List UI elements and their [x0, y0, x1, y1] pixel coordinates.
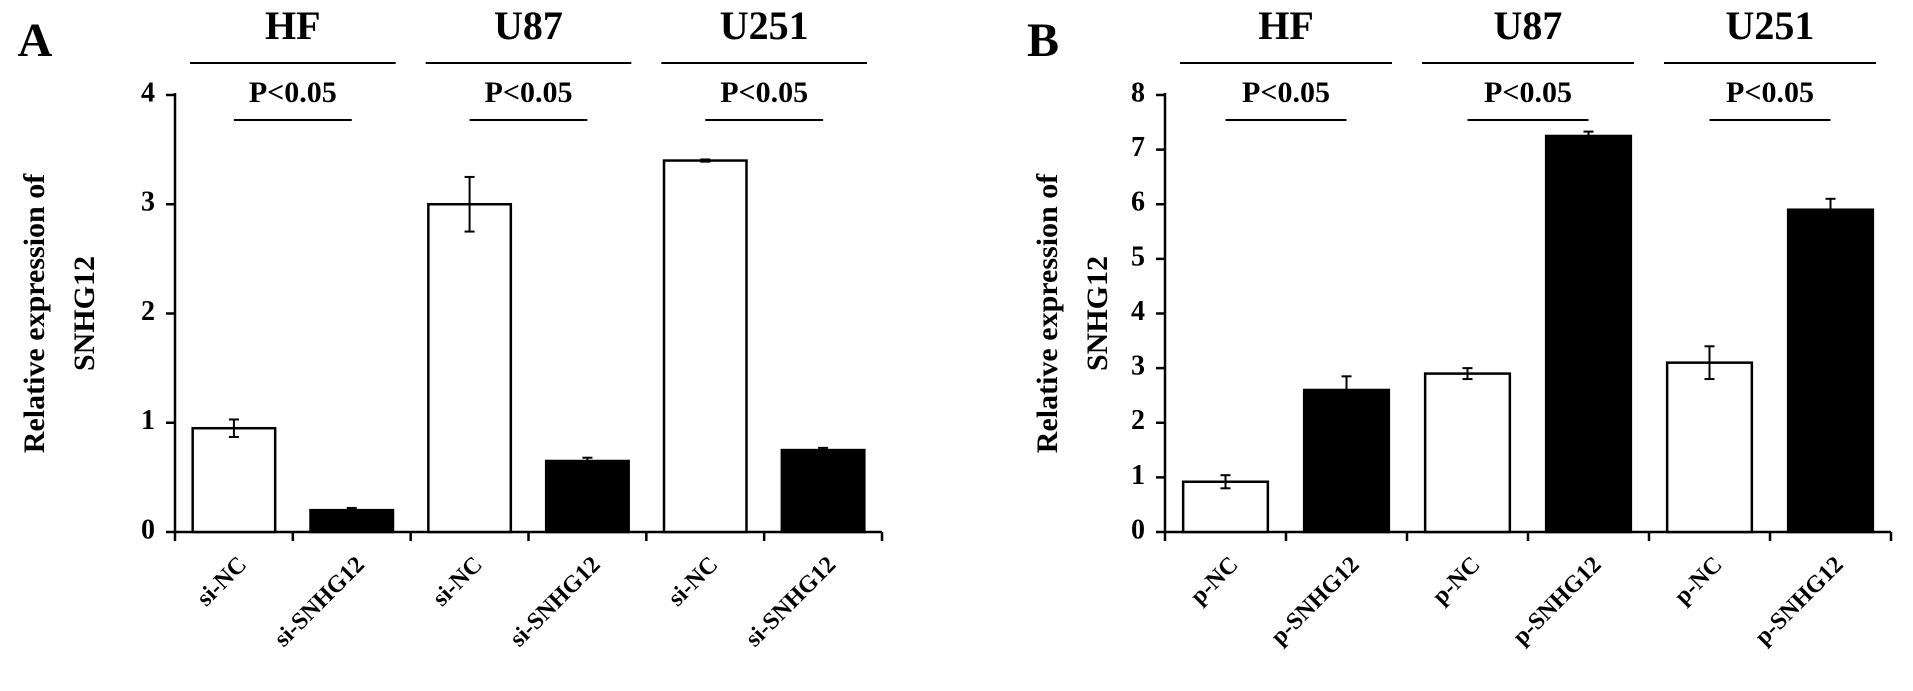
y-tick-label: 4 — [1131, 296, 1145, 327]
y-axis-label: Relative expression of — [1031, 173, 1064, 453]
bar — [1423, 372, 1512, 534]
y-axis-label: SNHG12 — [68, 256, 101, 371]
panel-label: B — [1027, 14, 1059, 67]
y-tick-label: 6 — [1131, 187, 1145, 218]
bar — [1544, 134, 1633, 534]
group-title: U87 — [1494, 3, 1563, 48]
bar — [1181, 480, 1270, 534]
x-tick-label: si-SNHG12 — [741, 552, 841, 652]
x-tick-label: si-SNHG12 — [269, 552, 369, 652]
x-tick-label: p-SNHG12 — [1266, 552, 1365, 651]
y-axis-label: Relative expression of — [18, 173, 51, 453]
y-tick-label: 7 — [1131, 132, 1145, 163]
x-tick-label: si-SNHG12 — [505, 552, 605, 652]
y-tick-label: 2 — [141, 296, 155, 327]
group-title: HF — [1258, 3, 1314, 48]
y-tick-label: 1 — [1131, 460, 1145, 491]
x-tick-label: si-NC — [428, 552, 488, 612]
bar — [1786, 208, 1875, 534]
bar — [662, 159, 748, 534]
x-tick-label: p-NC — [1186, 552, 1244, 610]
y-tick-label: 2 — [1131, 405, 1145, 436]
x-tick-label: p-SNHG12 — [1750, 552, 1849, 651]
y-tick-label: 0 — [1131, 514, 1145, 545]
x-tick-label: si-NC — [192, 552, 252, 612]
significance-label: P<0.05 — [1484, 76, 1572, 109]
bar — [544, 459, 630, 534]
significance-label: P<0.05 — [249, 76, 337, 109]
bar — [1302, 388, 1391, 534]
panel-label: A — [18, 14, 53, 67]
y-axis-label: SNHG12 — [1081, 256, 1114, 371]
significance-label: P<0.05 — [485, 76, 573, 109]
y-tick-label: 3 — [1131, 351, 1145, 382]
significance-label: P<0.05 — [1726, 76, 1814, 109]
group-title: HF — [265, 3, 321, 48]
y-tick-label: 4 — [141, 77, 155, 108]
x-tick-label: si-NC — [664, 552, 724, 612]
group-title: U251 — [720, 3, 809, 48]
y-tick-label: 3 — [141, 187, 155, 218]
y-tick-label: 8 — [1131, 77, 1145, 108]
significance-label: P<0.05 — [1242, 76, 1330, 109]
y-tick-label: 5 — [1131, 241, 1145, 272]
bar — [309, 508, 395, 534]
bar — [1665, 361, 1754, 534]
bar — [780, 448, 866, 534]
x-tick-label: p-SNHG12 — [1508, 552, 1607, 651]
y-tick-label: 1 — [141, 405, 155, 436]
y-tick-label: 0 — [141, 514, 155, 545]
group-title: U87 — [494, 3, 563, 48]
bar — [427, 203, 513, 534]
x-tick-label: p-NC — [1670, 552, 1728, 610]
significance-label: P<0.05 — [720, 76, 808, 109]
group-title: U251 — [1726, 3, 1815, 48]
x-tick-label: p-NC — [1428, 552, 1486, 610]
bar — [191, 426, 277, 534]
